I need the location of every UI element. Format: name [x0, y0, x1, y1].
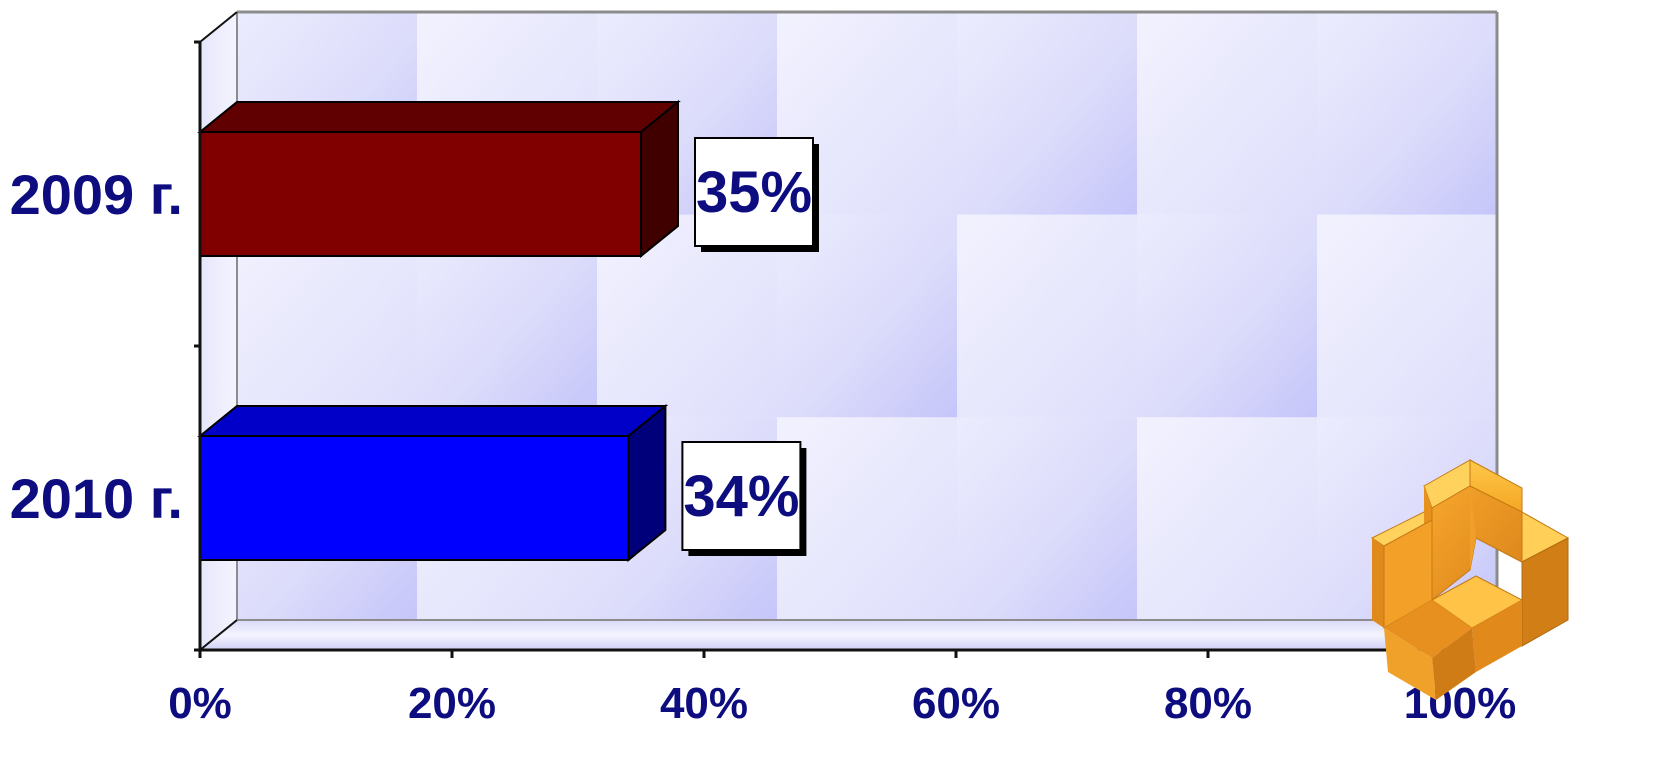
wall-tile	[957, 417, 1137, 620]
x-tick-label: 20%	[408, 679, 496, 728]
bars	[197, 99, 681, 563]
category-axis: 2009 г. 2010 г.	[10, 40, 202, 652]
wall-tile	[1317, 12, 1497, 215]
floor	[200, 620, 1497, 650]
x-tick-label: 80%	[1164, 679, 1252, 728]
bar-front-face	[199, 131, 642, 257]
x-tick-label: 40%	[660, 679, 748, 728]
bar-front-face	[199, 435, 630, 561]
bar-1	[197, 403, 669, 563]
data-label-1: 34%	[681, 441, 807, 556]
side-top-edge	[199, 11, 238, 43]
x-tick-label: 60%	[912, 679, 1000, 728]
wall-tile	[1137, 12, 1317, 215]
wall-tile	[777, 417, 957, 620]
data-label-box	[694, 137, 814, 247]
data-label-0: 35%	[694, 137, 819, 252]
data-label-text: 35%	[696, 160, 812, 225]
x-tick-label: 0%	[168, 679, 232, 728]
x-axis: 0% 20% 40% 60% 80% 100%	[168, 648, 1516, 728]
bar-top-face	[197, 101, 681, 133]
data-label-box	[681, 441, 802, 551]
floor-left-edge	[199, 619, 238, 651]
wall-tile	[1317, 214, 1497, 418]
wall-tile	[1137, 417, 1317, 620]
corner-block-icon	[1371, 459, 1570, 700]
data-labels: 35% 34%	[681, 137, 819, 556]
category-label: 2010 г.	[10, 467, 183, 530]
bar-0	[197, 99, 681, 259]
category-label: 2009 г.	[10, 163, 183, 226]
bar-top-face	[197, 405, 669, 437]
data-label-text: 34%	[683, 464, 799, 529]
wall-tile	[957, 214, 1137, 418]
plot-back-wall	[200, 12, 1497, 650]
wall-tile	[957, 12, 1137, 215]
wall-tile	[1137, 214, 1317, 418]
